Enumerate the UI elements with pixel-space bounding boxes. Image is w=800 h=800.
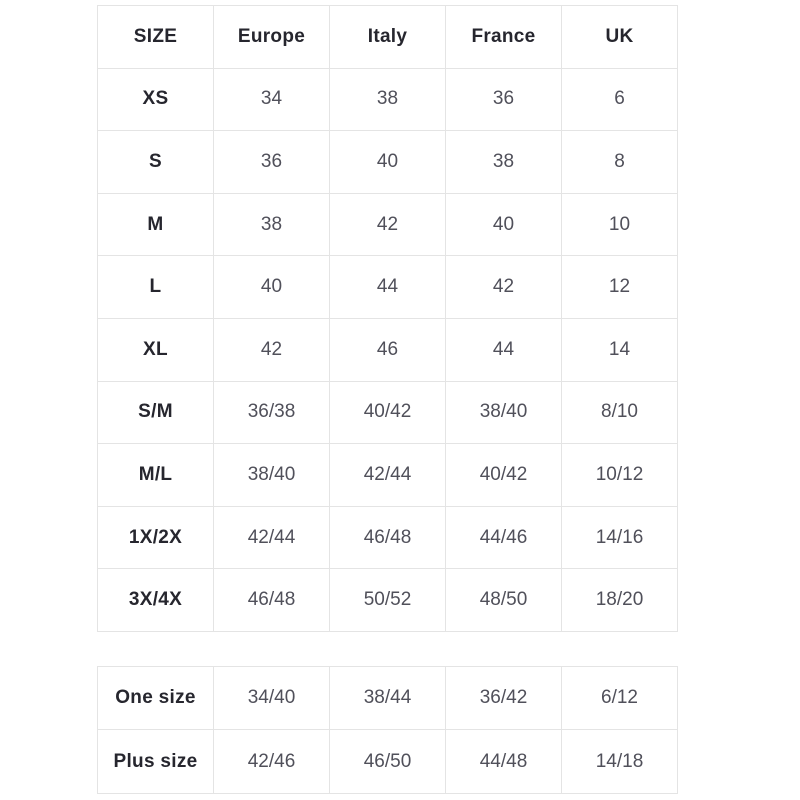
column-header-europe: Europe [213, 5, 330, 69]
uk-value: 6/12 [561, 665, 678, 731]
size-label: One size [97, 665, 214, 731]
france-value: 36/42 [445, 665, 562, 731]
europe-value: 36 [213, 130, 330, 194]
europe-value: 46/48 [213, 568, 330, 632]
france-value: 38/40 [445, 380, 562, 445]
column-header-france: France [445, 5, 562, 69]
france-value: 42 [445, 255, 562, 319]
italy-value: 44 [329, 255, 446, 319]
europe-value: 40 [213, 255, 330, 319]
table-row-m: M 38 42 40 10 [97, 192, 678, 257]
europe-value: 36/38 [213, 380, 330, 445]
size-label: 1X/2X [97, 505, 214, 570]
size-label: S [97, 130, 214, 194]
size-label: M/L [97, 443, 214, 507]
france-value: 44 [445, 317, 562, 382]
size-label: Plus size [97, 729, 214, 794]
france-value: 36 [445, 67, 562, 132]
size-label: S/M [97, 380, 214, 445]
table-row-plus-size: Plus size 42/46 46/50 44/48 14/18 [97, 729, 678, 794]
uk-value: 18/20 [561, 568, 678, 632]
table-row-3x4x: 3X/4X 46/48 50/52 48/50 18/20 [97, 568, 678, 632]
france-value: 40 [445, 192, 562, 257]
france-value: 38 [445, 130, 562, 194]
table-row-xs: XS 34 38 36 6 [97, 67, 678, 132]
italy-value: 42 [329, 192, 446, 257]
size-label: L [97, 255, 214, 319]
europe-value: 38/40 [213, 443, 330, 507]
uk-value: 14/18 [561, 729, 678, 794]
europe-value: 42/46 [213, 729, 330, 794]
italy-value: 46/48 [329, 505, 446, 570]
france-value: 40/42 [445, 443, 562, 507]
column-header-uk: UK [561, 5, 678, 69]
europe-value: 42/44 [213, 505, 330, 570]
france-value: 44/46 [445, 505, 562, 570]
table-gap [97, 632, 678, 666]
italy-value: 40 [329, 130, 446, 194]
column-header-italy: Italy [329, 5, 446, 69]
size-label: M [97, 192, 214, 257]
italy-value: 50/52 [329, 568, 446, 632]
special-sizes-table: One size 34/40 38/44 36/42 6/12 Plus siz… [97, 665, 678, 794]
uk-value: 14 [561, 317, 678, 382]
italy-value: 40/42 [329, 380, 446, 445]
uk-value: 8/10 [561, 380, 678, 445]
table-row-1x2x: 1X/2X 42/44 46/48 44/46 14/16 [97, 505, 678, 570]
table-row-sm: S/M 36/38 40/42 38/40 8/10 [97, 380, 678, 445]
size-label: XL [97, 317, 214, 382]
table-header-row: SIZE Europe Italy France UK [97, 5, 678, 69]
italy-value: 46/50 [329, 729, 446, 794]
uk-value: 6 [561, 67, 678, 132]
europe-value: 42 [213, 317, 330, 382]
size-chart-container: SIZE Europe Italy France UK XS 34 38 36 … [97, 5, 678, 794]
italy-value: 38 [329, 67, 446, 132]
table-row-ml: M/L 38/40 42/44 40/42 10/12 [97, 443, 678, 507]
size-label: 3X/4X [97, 568, 214, 632]
column-header-size: SIZE [97, 5, 214, 69]
italy-value: 42/44 [329, 443, 446, 507]
uk-value: 12 [561, 255, 678, 319]
europe-value: 34/40 [213, 665, 330, 731]
italy-value: 38/44 [329, 665, 446, 731]
europe-value: 34 [213, 67, 330, 132]
france-value: 44/48 [445, 729, 562, 794]
uk-value: 10/12 [561, 443, 678, 507]
europe-value: 38 [213, 192, 330, 257]
uk-value: 10 [561, 192, 678, 257]
italy-value: 46 [329, 317, 446, 382]
uk-value: 14/16 [561, 505, 678, 570]
uk-value: 8 [561, 130, 678, 194]
table-row-s: S 36 40 38 8 [97, 130, 678, 194]
size-label: XS [97, 67, 214, 132]
table-row-one-size: One size 34/40 38/44 36/42 6/12 [97, 665, 678, 731]
table-row-l: L 40 44 42 12 [97, 255, 678, 319]
france-value: 48/50 [445, 568, 562, 632]
table-row-xl: XL 42 46 44 14 [97, 317, 678, 382]
size-conversion-table: SIZE Europe Italy France UK XS 34 38 36 … [97, 5, 678, 632]
